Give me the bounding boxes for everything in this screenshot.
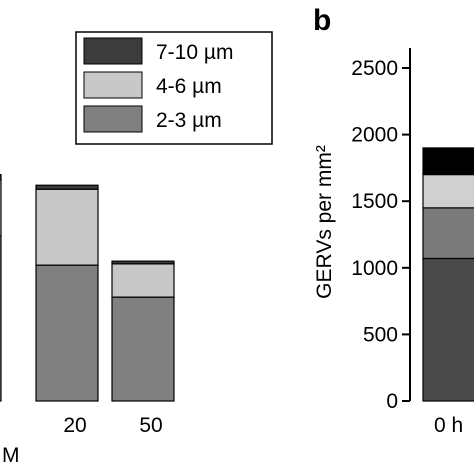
panel-a-x-unit: M xyxy=(2,444,20,467)
bar-a-0-series-1 xyxy=(0,179,2,237)
bar-b-series-3 xyxy=(422,147,474,176)
legend-swatch xyxy=(83,37,143,65)
panel-a-bars xyxy=(0,173,175,402)
panel-b-y-tick-label: 2500 xyxy=(351,57,398,80)
panel-b-x-ticks: 0 h xyxy=(434,414,463,437)
legend-swatch xyxy=(83,105,143,133)
bar-b-series-0 xyxy=(422,257,474,402)
bar-a-0-series-0 xyxy=(0,235,2,402)
bar-a-50-series-2 xyxy=(111,260,175,265)
panel-b-y-tick-label: 0 xyxy=(386,390,398,413)
bar-b-series-2 xyxy=(422,173,474,209)
panel-b-letter: b xyxy=(313,4,331,37)
panel-b-bars xyxy=(422,147,474,402)
panel-a-x-tick-label: 50 xyxy=(139,414,162,437)
panel-b-y-tick-label: 500 xyxy=(363,323,398,346)
panel-b-y-axis-label: GERVs per mm² xyxy=(313,145,336,299)
bar-a-20-series-2 xyxy=(35,184,99,190)
panel-b-y-tick-label: 1500 xyxy=(351,190,398,213)
panel-b-y-tick-label: 2000 xyxy=(351,124,398,147)
legend: 7-10 µm 4-6 µm 2-3 µm xyxy=(75,31,273,145)
legend-label: 2-3 µm xyxy=(156,109,222,132)
bar-a-0-series-2 xyxy=(0,173,2,181)
bar-a-50-series-1 xyxy=(111,263,175,298)
legend-label: 7-10 µm xyxy=(156,41,233,64)
panel-a-x-tick-label: 20 xyxy=(63,414,86,437)
bar-a-50-series-0 xyxy=(111,296,175,402)
panel-b-y-axis: 0 500 1000 1500 2000 2500 xyxy=(351,48,411,413)
bar-a-20-series-0 xyxy=(35,264,99,402)
panel-b-x-tick-label: 0 h xyxy=(434,414,463,437)
legend-label: 4-6 µm xyxy=(156,75,222,98)
panel-a-x-ticks: 02050 xyxy=(63,414,162,437)
legend-swatch xyxy=(83,71,143,99)
bar-b-series-1 xyxy=(422,207,474,260)
panel-b-y-tick-label: 1000 xyxy=(351,257,398,280)
bar-a-20-series-1 xyxy=(35,188,99,266)
